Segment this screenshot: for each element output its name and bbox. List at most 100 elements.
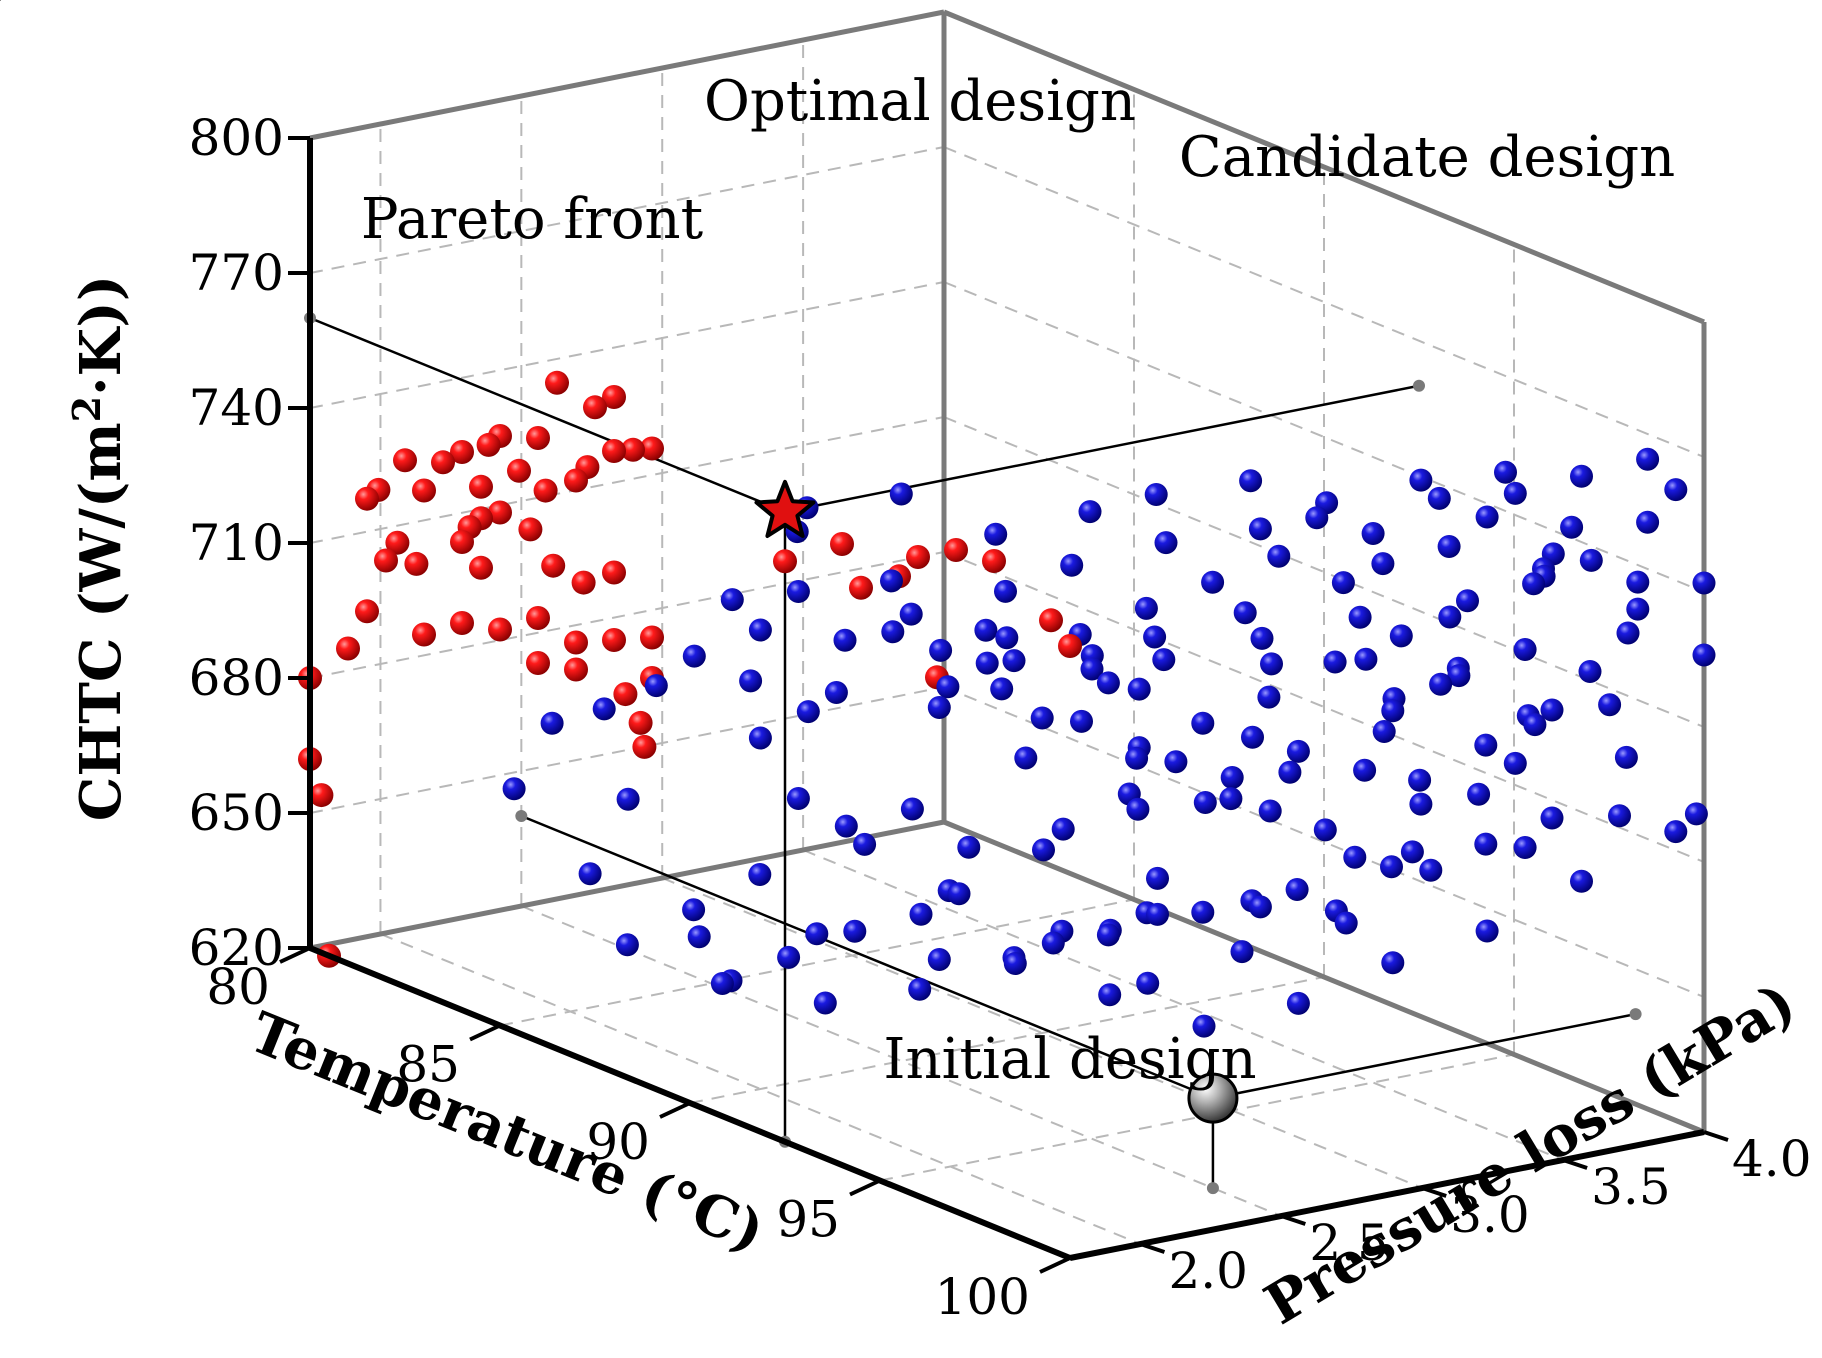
candidate-point: [1371, 552, 1395, 576]
candidate-point: [1447, 664, 1471, 688]
pareto-point: [602, 628, 626, 652]
candidate-point: [1127, 677, 1151, 701]
candidate-point: [1248, 517, 1272, 541]
y-tick-label: 3.5: [1591, 1158, 1671, 1216]
candidate-point: [1474, 832, 1498, 856]
candidate-point: [682, 644, 706, 668]
candidate-point: [1523, 713, 1547, 737]
grid-line: [309, 416, 945, 544]
grid-line: [309, 146, 945, 274]
candidate-point: [1513, 638, 1537, 661]
candidate-point: [748, 863, 772, 886]
candidate-point: [1429, 672, 1453, 696]
candidate-point: [1664, 478, 1688, 502]
pareto-point: [526, 651, 550, 675]
pareto-point: [640, 625, 664, 650]
pareto-point: [906, 545, 930, 569]
candidate-point: [786, 787, 810, 810]
candidate-point: [739, 669, 763, 693]
box-edge: [309, 819, 945, 951]
candidate-point: [1032, 838, 1055, 862]
candidate-point: [1614, 745, 1638, 769]
x-axis-tick: [849, 1178, 881, 1197]
candidate-point: [843, 919, 867, 943]
candidate-point: [824, 681, 848, 704]
box-edge: [943, 9, 1705, 325]
candidate-point: [936, 675, 960, 699]
y-axis-tick: [1280, 1214, 1306, 1226]
x-axis-title: Temperature (°C): [241, 999, 773, 1265]
box-edge: [943, 819, 1705, 1135]
candidate-point: [748, 618, 772, 642]
candidate-point: [1348, 605, 1372, 629]
pareto-point: [526, 606, 550, 630]
candidate-point: [1233, 601, 1257, 625]
candidate-point: [881, 620, 905, 644]
candidate-point: [1560, 515, 1584, 539]
pareto-point: [944, 538, 968, 562]
candidate-point: [1409, 792, 1433, 816]
grid-line: [309, 551, 945, 679]
candidate-point: [994, 579, 1017, 603]
candidate-point: [540, 711, 564, 735]
candidate-point: [1400, 840, 1424, 864]
candidate-point: [995, 626, 1019, 650]
candidate-point: [644, 674, 668, 698]
candidate-point: [1684, 802, 1708, 826]
initial-design-sphere: [1187, 1072, 1239, 1124]
candidate-point: [833, 628, 857, 652]
candidate-point: [1192, 1014, 1216, 1038]
candidate-point: [1381, 699, 1405, 723]
candidate-point: [1389, 624, 1413, 648]
candidate-point: [1096, 923, 1120, 947]
candidate-point: [1692, 643, 1716, 667]
candidate-point: [1570, 464, 1593, 488]
candidate-point: [1361, 522, 1385, 545]
pareto-point: [602, 439, 626, 463]
pareto-point: [469, 555, 493, 580]
candidate-point: [1248, 895, 1272, 919]
candidate-point: [1002, 649, 1026, 673]
x-axis-tick: [1039, 1256, 1071, 1274]
candidate-point: [1060, 553, 1084, 577]
y-axis-line: [1069, 1129, 1705, 1261]
guide-line: [309, 316, 786, 513]
candidate-point: [1692, 571, 1716, 595]
candidate-point: [1078, 500, 1102, 524]
pareto-point: [488, 500, 512, 525]
z-tick-label: 710: [189, 514, 284, 572]
candidate-point: [710, 972, 734, 995]
candidate-point: [929, 638, 953, 662]
candidate-point: [1154, 531, 1178, 555]
pareto-point: [602, 560, 626, 585]
pareto-point: [476, 432, 501, 457]
candidate-point: [984, 522, 1008, 546]
candidate-point: [1250, 626, 1274, 650]
candidate-point: [1257, 685, 1281, 709]
guide-line: [1212, 1012, 1636, 1100]
candidate-point: [1278, 760, 1302, 784]
candidate-point: [682, 898, 706, 922]
pareto-point: [404, 551, 429, 576]
y-tick-label: 4.0: [1732, 1130, 1812, 1188]
candidate-point: [1241, 725, 1264, 749]
candidate-point: [1125, 746, 1149, 770]
candidate-point: [1146, 902, 1169, 926]
grid-line: [943, 686, 1705, 998]
x-axis-tick: [469, 1023, 501, 1042]
candidate-point: [1408, 768, 1432, 792]
pareto-point: [545, 370, 569, 395]
candidate-point: [1126, 797, 1150, 821]
guide-end-marker: [1629, 1008, 1642, 1021]
grid-line: [879, 1053, 1515, 1182]
z-tick-label: 800: [189, 109, 284, 167]
candidate-point: [1143, 625, 1167, 649]
x-tick-label: 85: [396, 1036, 460, 1094]
candidate-point: [1136, 971, 1160, 995]
grid-line: [520, 905, 1282, 1217]
candidate-point: [720, 588, 744, 612]
candidate-design-label: Candidate design: [1179, 125, 1675, 190]
candidate-point: [975, 651, 999, 675]
candidate-point: [615, 933, 639, 957]
pareto-point: [469, 474, 493, 499]
